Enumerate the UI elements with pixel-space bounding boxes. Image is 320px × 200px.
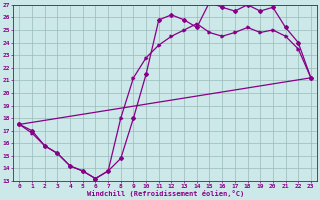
X-axis label: Windchill (Refroidissement éolien,°C): Windchill (Refroidissement éolien,°C): [86, 190, 244, 197]
